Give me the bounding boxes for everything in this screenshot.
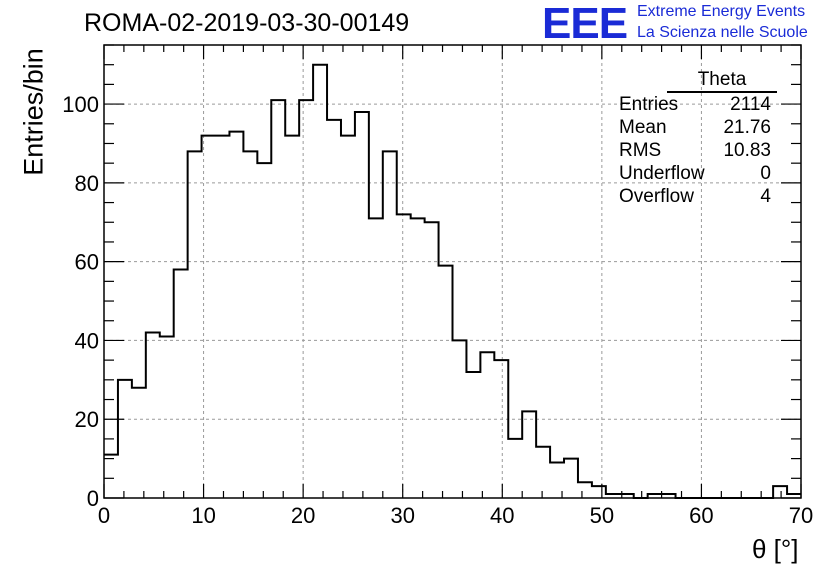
y-tick-label: 40 [75,328,99,353]
x-tick-label: 30 [390,503,414,528]
y-tick-label: 0 [87,486,99,511]
plot-frame [103,44,802,499]
x-axis-label: θ [°] [752,534,799,564]
stats-value: 10.83 [723,140,771,161]
y-tick-label: 100 [62,92,99,117]
stats-value: 4 [760,186,771,207]
stats-label: Underflow [619,163,705,184]
logo-subtitle-2: La Scienza nelle Scuole [637,24,808,41]
x-tick-label: 20 [291,503,315,528]
chart-title: ROMA-02-2019-03-30-00149 [84,9,410,37]
stats-row: Mean 21.76 [611,116,777,139]
stats-row: Overflow 4 [611,185,777,208]
stats-label: Overflow [619,186,694,207]
x-tick-label: 50 [590,503,614,528]
eee-logo: EEE [542,0,628,48]
stats-box: Theta Entries 2114 Mean 21.76 RMS 10.83 Underf… [611,70,777,208]
x-tick-label: 10 [191,503,215,528]
stats-value: 0 [760,163,771,184]
stats-value: 2114 [730,94,771,115]
x-tick-label: 0 [98,503,110,528]
stats-rows: Entries 2114 Mean 21.76 RMS 10.83 Underflow 0 Ov… [611,93,777,208]
y-tick-label: 20 [75,407,99,432]
logo-subtitle-1: Extreme Energy Events [637,3,806,20]
x-tick-label: 40 [490,503,514,528]
stats-label: Mean [619,117,667,138]
stats-value: 21.76 [723,117,771,138]
y-tick-label: 60 [75,250,99,275]
stats-label: Entries [619,94,679,115]
stats-row: Entries 2114 [611,93,777,116]
stats-title: Theta [667,70,777,93]
stats-row: Underflow 0 [611,162,777,185]
stats-label: RMS [619,140,662,161]
x-tick-label: 70 [789,503,813,528]
x-tick-label: 60 [689,503,713,528]
y-tick-label: 80 [75,171,99,196]
stats-row: RMS 10.83 [611,139,777,162]
